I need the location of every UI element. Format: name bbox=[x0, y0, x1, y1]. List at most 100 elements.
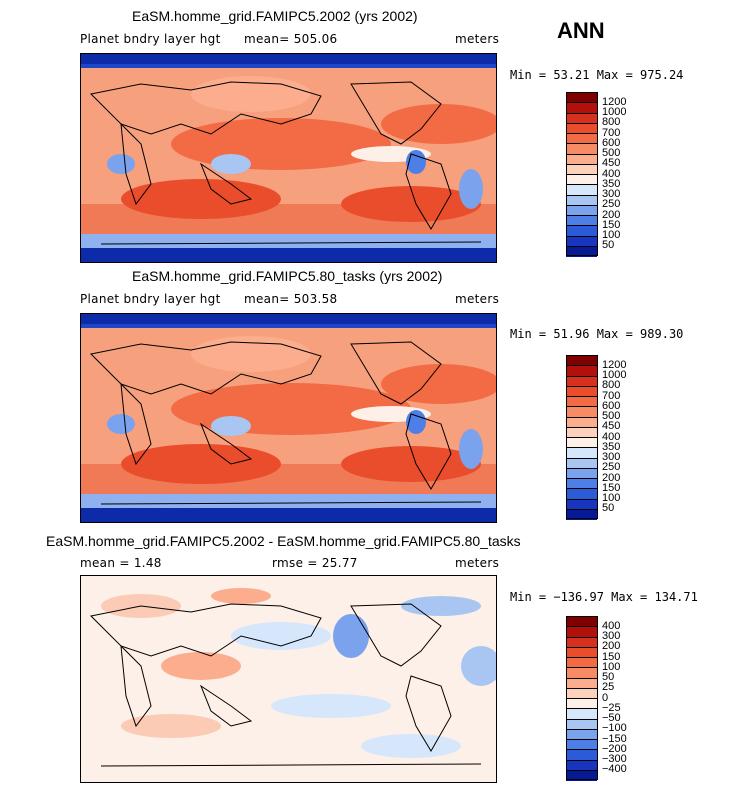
legend-swatch bbox=[566, 375, 597, 387]
legend-swatch bbox=[566, 508, 597, 520]
panel2-mean: mean= 503.58 bbox=[244, 292, 338, 306]
legend-swatch bbox=[566, 677, 597, 689]
legend-swatch bbox=[566, 698, 597, 710]
legend-tick-label: 150 bbox=[602, 481, 621, 494]
panel1-variable: Planet bndry layer hgt bbox=[80, 32, 221, 46]
legend-tick-label: 300 bbox=[602, 451, 621, 463]
legend-swatch bbox=[566, 687, 597, 699]
legend-swatch bbox=[566, 225, 597, 237]
legend-tick-label: 1000 bbox=[602, 106, 627, 118]
legend-swatch bbox=[566, 184, 597, 196]
legend-swatch bbox=[566, 437, 597, 449]
legend-tick-label: 100 bbox=[602, 660, 621, 673]
panel1-units: meters bbox=[455, 32, 500, 46]
legend-tick-label: 100 bbox=[602, 229, 621, 241]
legend-swatch bbox=[566, 488, 597, 500]
legend-tick-label: 700 bbox=[602, 126, 621, 139]
legend-swatch bbox=[566, 194, 597, 206]
legend-tick-label: 450 bbox=[602, 420, 621, 433]
legend-tick-label: 400 bbox=[602, 167, 621, 180]
legend-tick-label: 200 bbox=[602, 640, 621, 653]
legend-swatch bbox=[566, 215, 597, 227]
legend-swatch bbox=[566, 122, 597, 134]
legend-tick-label: 800 bbox=[602, 116, 621, 129]
legend-swatch bbox=[566, 365, 597, 377]
panel2-minmax: Min = 51.96 Max = 989.30 bbox=[510, 327, 684, 341]
legend-swatch bbox=[566, 416, 597, 428]
legend-tick-label: 700 bbox=[602, 389, 621, 402]
legend-tick-label: 25 bbox=[602, 681, 615, 694]
panel3-title: EaSM.homme_grid.FAMIPC5.2002 - EaSM.homm… bbox=[46, 533, 521, 549]
panel1-map-field bbox=[81, 54, 496, 262]
legend-tick-label: 200 bbox=[602, 208, 621, 221]
legend-tick-label: 350 bbox=[602, 177, 621, 190]
legend-tick-label: −150 bbox=[602, 732, 627, 745]
panel1-map bbox=[80, 53, 497, 263]
legend-swatch bbox=[566, 133, 597, 145]
legend-tick-label: 200 bbox=[602, 471, 621, 484]
legend-swatch bbox=[566, 174, 597, 186]
legend-tick-label: 50 bbox=[602, 502, 615, 515]
legend-tick-label: −50 bbox=[602, 712, 621, 724]
legend-tick-label: 300 bbox=[602, 630, 621, 642]
panel2-map-field bbox=[81, 314, 496, 522]
legend-swatch bbox=[566, 759, 597, 771]
panel3-map-field bbox=[81, 576, 496, 782]
legend-swatch bbox=[566, 708, 597, 720]
legend-tick-label: 800 bbox=[602, 379, 621, 392]
legend-tick-label: 1200 bbox=[602, 95, 627, 108]
panel1-legend: 1200 1000 800 700 600 500 450 400 350 300 250 200 15… bbox=[566, 92, 716, 257]
legend-swatch bbox=[566, 646, 597, 658]
legend-tick-label: 50 bbox=[602, 671, 615, 683]
legend-swatch bbox=[566, 396, 597, 408]
legend-swatch bbox=[566, 728, 597, 740]
legend-swatch bbox=[566, 467, 597, 479]
legend-tick-label: 150 bbox=[602, 218, 621, 231]
legend-tick-label: 350 bbox=[602, 440, 621, 453]
legend-tick-label: −100 bbox=[602, 722, 627, 735]
panel3-legend: 400 300 200 150 100 50 25 0 −25 −50 −100 −150 −200 −3… bbox=[566, 616, 716, 781]
panel2-map bbox=[80, 313, 497, 523]
legend-swatch bbox=[566, 498, 597, 510]
panel2-units: meters bbox=[455, 292, 500, 306]
legend-swatch bbox=[566, 739, 597, 751]
panel2-legend: 1200 1000 800 700 600 500 450 400 350 300 250 200 15… bbox=[566, 355, 716, 520]
legend-tick-label: 500 bbox=[602, 410, 621, 422]
legend-frame bbox=[566, 92, 598, 256]
legend-tick-label: 250 bbox=[602, 198, 621, 211]
panel3-units: meters bbox=[455, 556, 500, 570]
season-label: ANN bbox=[557, 18, 605, 43]
legend-frame bbox=[566, 616, 598, 780]
legend-swatch bbox=[566, 447, 597, 459]
legend-swatch bbox=[566, 769, 597, 781]
legend-tick-label: −300 bbox=[602, 753, 627, 765]
legend-swatch bbox=[566, 112, 597, 124]
legend-tick-label: 300 bbox=[602, 188, 621, 200]
legend-swatch bbox=[566, 235, 597, 247]
legend-swatch bbox=[566, 667, 597, 679]
legend-swatch bbox=[566, 718, 597, 730]
legend-swatch bbox=[566, 426, 597, 438]
legend-tick-label: 400 bbox=[602, 619, 621, 632]
legend-frame bbox=[566, 355, 598, 519]
legend-swatch bbox=[566, 478, 597, 490]
panel2-variable: Planet bndry layer hgt bbox=[80, 292, 221, 306]
legend-swatch bbox=[566, 204, 597, 216]
panel1-mean: mean= 505.06 bbox=[244, 32, 338, 46]
legend-swatch bbox=[566, 385, 597, 397]
legend-swatch bbox=[566, 657, 597, 669]
legend-swatch bbox=[566, 636, 597, 648]
legend-tick-label: 50 bbox=[602, 239, 615, 252]
legend-swatch bbox=[566, 102, 597, 114]
legend-tick-label: 100 bbox=[602, 492, 621, 504]
panel3-map bbox=[80, 575, 497, 783]
legend-tick-label: 1200 bbox=[602, 358, 627, 371]
legend-tick-label: 450 bbox=[602, 157, 621, 170]
panel3-minmax: Min = −136.97 Max = 134.71 bbox=[510, 590, 698, 604]
legend-swatch bbox=[566, 406, 597, 418]
panel3-mean: mean = 1.48 bbox=[80, 556, 162, 570]
legend-tick-label: 600 bbox=[602, 399, 621, 412]
legend-swatch bbox=[566, 626, 597, 638]
legend-tick-label: 1000 bbox=[602, 369, 627, 381]
legend-swatch bbox=[566, 153, 597, 165]
